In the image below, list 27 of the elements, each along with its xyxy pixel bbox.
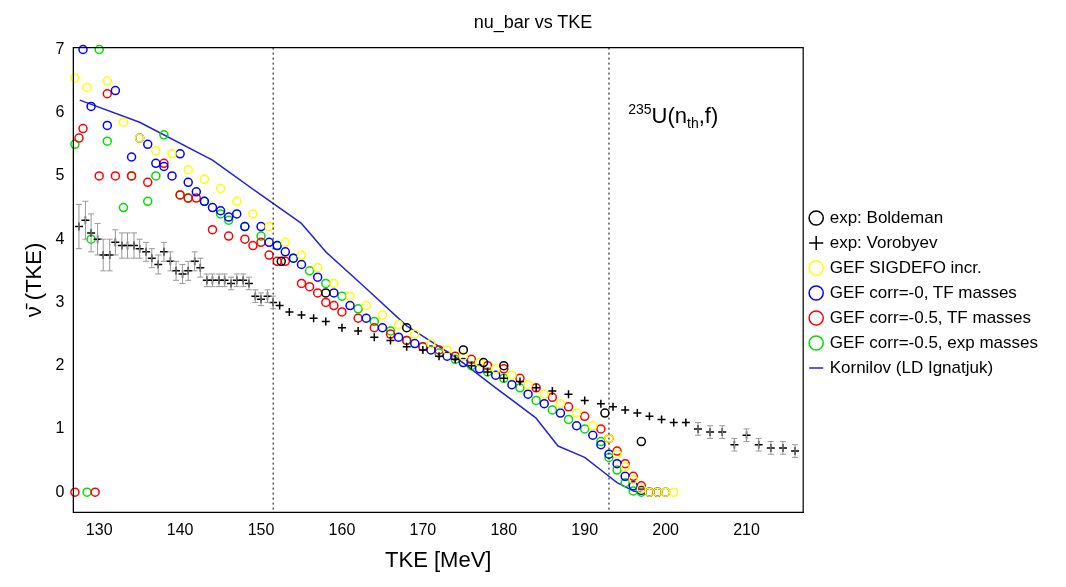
chart-title: nu_bar vs TKE (473, 11, 593, 33)
y-tick-label: 4 (55, 229, 65, 247)
legend-label: Kornilov (LD Ignatjuk) (829, 357, 994, 377)
x-tick-label: 150 (247, 521, 275, 539)
legend-label: GEF corr=-0.5, exp masses (829, 332, 1039, 352)
x-tick-label: 210 (733, 521, 760, 539)
x-tick-label: 140 (166, 521, 194, 539)
x-tick-label: 200 (652, 521, 680, 539)
x-axis-title: TKE [MeV] (385, 546, 492, 572)
y-tick-label: 7 (55, 39, 65, 57)
y-tick-label: 2 (55, 356, 65, 374)
x-tick-label: 160 (328, 521, 356, 539)
legend-label: GEF SIGDEFO incr. (829, 257, 982, 277)
x-tick-label: 190 (571, 521, 599, 539)
y-axis-title: ν̄ (TKE) (21, 242, 47, 318)
x-tick-label: 180 (490, 521, 518, 539)
y-tick-label: 3 (55, 292, 65, 310)
x-tick-label: 170 (409, 521, 437, 539)
y-tick-label: 6 (55, 103, 65, 121)
y-tick-label: 5 (55, 166, 65, 184)
y-tick-label: 1 (55, 419, 65, 437)
legend-label: exp: Boldeman (829, 207, 944, 227)
y-tick-label: 0 (55, 482, 65, 500)
legend-label: exp: Vorobyev (829, 232, 938, 252)
x-tick-label: 130 (85, 521, 113, 539)
legend-label: GEF corr=-0, TF masses (829, 282, 1017, 302)
legend-label: GEF corr=-0.5, TF masses (829, 307, 1032, 327)
